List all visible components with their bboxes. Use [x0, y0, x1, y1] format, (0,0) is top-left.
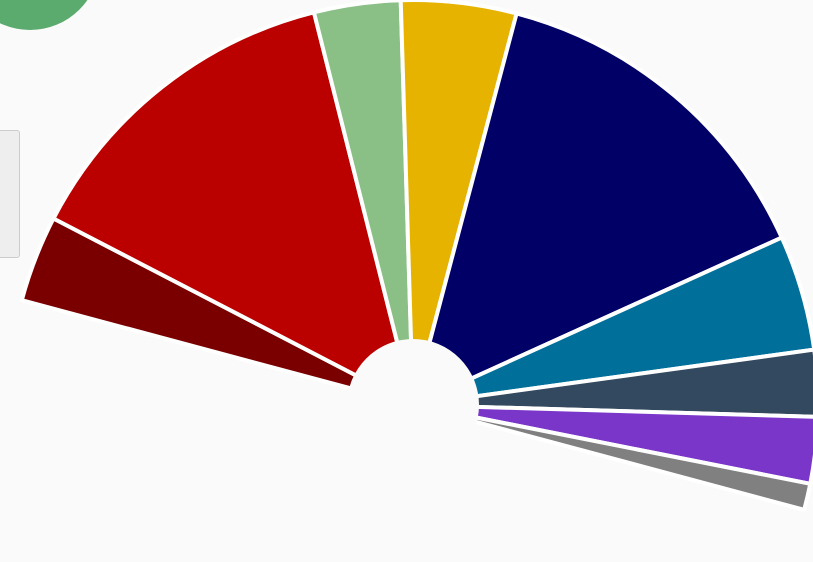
- side-panel: [0, 130, 20, 258]
- pie-slice-2[interactable]: [51, 10, 415, 407]
- pie-slice-5[interactable]: [411, 11, 784, 407]
- center-hole: [347, 339, 479, 471]
- slice-group: [19, 0, 813, 512]
- pie-slice-7[interactable]: [411, 347, 813, 419]
- pie-slice-9[interactable]: [411, 403, 813, 512]
